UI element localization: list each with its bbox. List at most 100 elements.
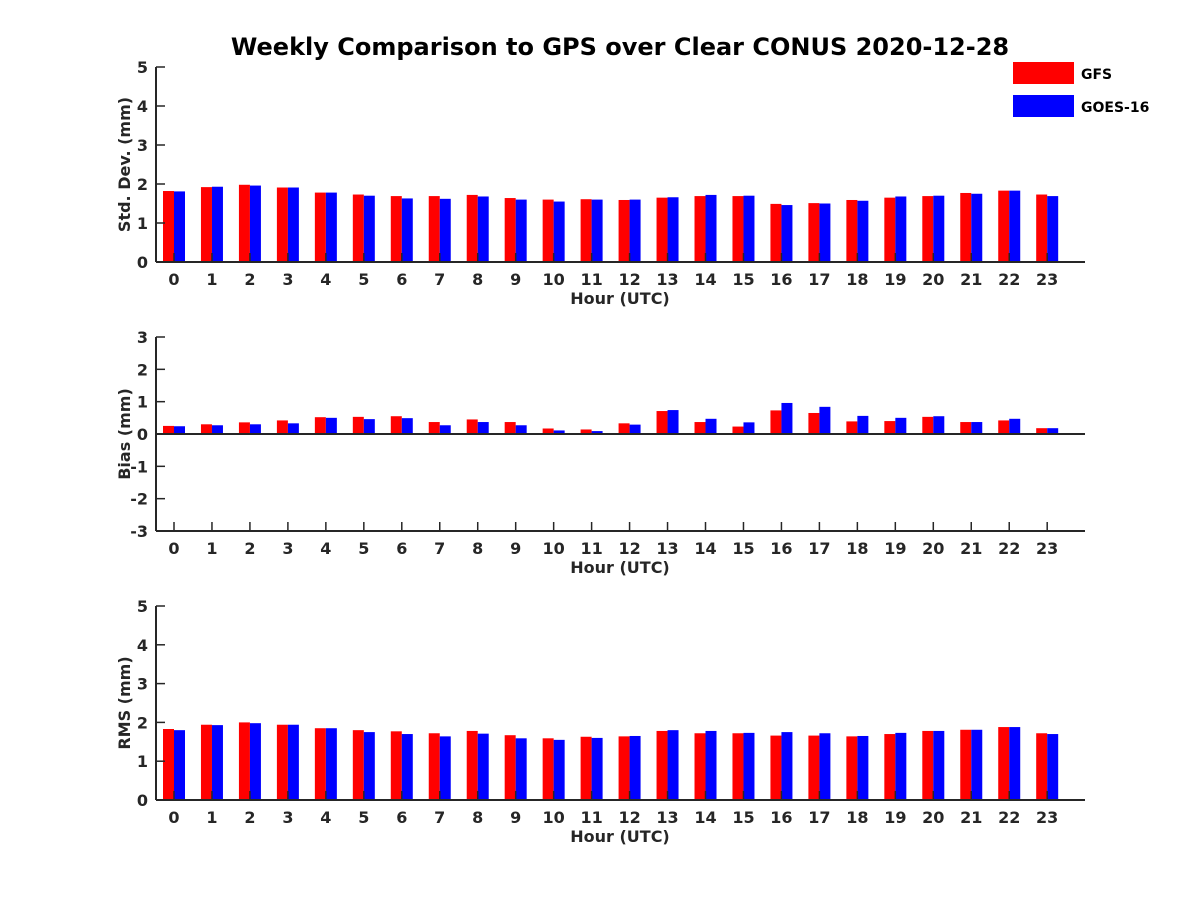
bar-gfs-hour-5 (352, 730, 364, 800)
bar-goes16-hour-22 (1009, 190, 1021, 262)
x-tick-label: 3 (282, 270, 293, 289)
x-tick-label: 20 (922, 539, 944, 558)
bar-goes16-hour-9 (515, 425, 527, 434)
bar-goes16-hour-3 (287, 724, 299, 800)
bar-goes16-hour-9 (515, 738, 527, 800)
x-tick-label: 15 (732, 808, 754, 827)
bar-gfs-hour-0 (163, 425, 174, 434)
x-tick-label: 19 (884, 539, 906, 558)
bar-gfs-hour-21 (960, 422, 972, 434)
x-tick-label: 19 (884, 270, 906, 289)
y-tick-label: 5 (137, 58, 148, 77)
bar-gfs-hour-11 (580, 429, 592, 434)
bar-gfs-hour-15 (732, 196, 744, 262)
x-tick-label: 16 (770, 808, 792, 827)
x-tick-label: 22 (998, 270, 1020, 289)
bar-goes16-hour-6 (401, 198, 413, 262)
bar-gfs-hour-5 (352, 194, 364, 262)
x-tick-label: 18 (846, 808, 868, 827)
bar-gfs-hour-19 (884, 197, 896, 262)
x-tick-label: 23 (1036, 270, 1058, 289)
x-tick-label: 0 (168, 270, 179, 289)
x-tick-label: 19 (884, 808, 906, 827)
y-axis-label: Bias (mm) (115, 388, 134, 480)
bar-goes16-hour-7 (439, 736, 451, 800)
x-tick-label: 13 (656, 539, 678, 558)
bar-goes16-hour-7 (439, 198, 451, 262)
bar-goes16-hour-4 (325, 192, 337, 262)
x-tick-label: 14 (694, 539, 716, 558)
bar-goes16-hour-10 (553, 739, 565, 800)
bar-gfs-hour-2 (238, 422, 250, 434)
bar-goes16-hour-22 (1009, 727, 1021, 800)
bar-gfs-hour-1 (200, 724, 212, 800)
bar-gfs-hour-8 (466, 419, 478, 434)
bar-gfs-hour-8 (466, 730, 478, 800)
x-tick-label: 15 (732, 539, 754, 558)
bar-gfs-hour-18 (846, 199, 858, 262)
bar-goes16-hour-5 (363, 732, 375, 800)
x-tick-label: 14 (694, 808, 716, 827)
bar-goes16-hour-5 (363, 195, 375, 262)
x-tick-label: 12 (618, 270, 640, 289)
bar-goes16-hour-12 (629, 424, 641, 434)
legend-label-goes16: GOES-16 (1081, 100, 1149, 116)
bar-gfs-hour-20 (922, 416, 934, 434)
bar-goes16-hour-20 (933, 416, 945, 434)
x-tick-label: 23 (1036, 539, 1058, 558)
bar-gfs-hour-7 (428, 196, 440, 262)
x-tick-label: 3 (282, 539, 293, 558)
y-tick-label: 0 (137, 425, 148, 444)
bar-gfs-hour-8 (466, 194, 478, 262)
y-tick-label: 0 (137, 791, 148, 810)
bar-gfs-hour-15 (732, 733, 744, 800)
bar-goes16-hour-11 (591, 199, 603, 262)
y-tick-label: 2 (137, 175, 148, 194)
bar-goes16-hour-2 (249, 424, 261, 434)
legend-swatch-goes16 (1013, 95, 1074, 117)
x-tick-label: 3 (282, 808, 293, 827)
bar-goes16-hour-6 (401, 734, 413, 800)
bar-goes16-hour-2 (249, 723, 261, 800)
bar-gfs-hour-2 (238, 722, 250, 800)
bar-gfs-hour-18 (846, 736, 858, 800)
x-tick-label: 10 (543, 539, 565, 558)
x-axis-label: Hour (UTC) (570, 558, 670, 577)
x-tick-label: 5 (358, 270, 369, 289)
bar-gfs-hour-21 (960, 192, 972, 262)
bar-goes16-hour-4 (325, 728, 337, 800)
bar-gfs-hour-10 (542, 199, 554, 262)
bar-goes16-hour-10 (553, 430, 565, 434)
bar-goes16-hour-17 (819, 406, 831, 434)
bar-gfs-hour-9 (504, 735, 516, 800)
bar-gfs-hour-13 (656, 730, 668, 800)
bar-gfs-hour-7 (428, 422, 440, 434)
bar-gfs-hour-11 (580, 199, 592, 262)
x-tick-label: 20 (922, 270, 944, 289)
x-tick-label: 9 (510, 808, 521, 827)
bar-goes16-hour-0 (174, 191, 185, 262)
y-tick-label: 3 (137, 328, 148, 347)
bar-gfs-hour-21 (960, 729, 972, 800)
x-tick-label: 18 (846, 270, 868, 289)
bar-gfs-hour-4 (314, 417, 326, 434)
x-tick-label: 11 (580, 539, 602, 558)
bar-goes16-hour-8 (477, 733, 489, 800)
bar-gfs-hour-9 (504, 198, 516, 262)
y-tick-label: 3 (137, 136, 148, 155)
bar-gfs-hour-17 (808, 412, 820, 434)
bar-gfs-hour-22 (998, 727, 1010, 800)
y-tick-label: 3 (137, 675, 148, 694)
x-tick-label: 12 (618, 808, 640, 827)
bar-goes16-hour-21 (971, 729, 983, 800)
bar-gfs-hour-12 (618, 199, 630, 262)
bar-goes16-hour-18 (857, 415, 869, 434)
x-tick-label: 10 (543, 808, 565, 827)
y-axis-label: Std. Dev. (mm) (115, 97, 134, 232)
y-tick-label: -3 (130, 522, 148, 541)
x-tick-label: 13 (656, 808, 678, 827)
bar-gfs-hour-14 (694, 422, 706, 434)
bar-goes16-hour-15 (743, 732, 755, 800)
x-tick-label: 21 (960, 539, 982, 558)
legend-label-gfs: GFS (1081, 67, 1112, 83)
